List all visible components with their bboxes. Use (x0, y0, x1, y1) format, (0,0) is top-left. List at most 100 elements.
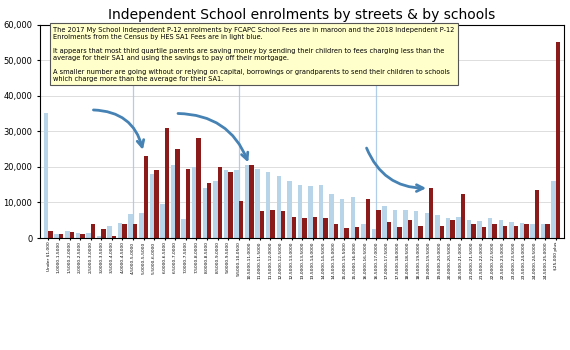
Bar (76, 233, 80, 238)
Bar (228, 172, 233, 238)
Text: The 2017 My School Independent P-12 enrolments by FCAPC School Fees are in maroo: The 2017 My School Independent P-12 enro… (53, 27, 454, 82)
Bar (101, 229, 105, 238)
Bar (234, 170, 239, 238)
Title: Independent School enrolments by streets & by schools: Independent School enrolments by streets… (108, 8, 496, 22)
Bar (239, 201, 243, 238)
Bar (80, 234, 84, 238)
Bar (260, 211, 264, 238)
Bar (478, 221, 482, 238)
Bar (160, 204, 165, 238)
Bar (245, 165, 249, 238)
Bar (319, 185, 323, 238)
Bar (249, 165, 254, 238)
Bar (112, 236, 116, 238)
Bar (351, 197, 355, 238)
Bar (298, 185, 302, 238)
Bar (520, 223, 524, 238)
Bar (86, 233, 91, 238)
Bar (70, 232, 74, 238)
Bar (171, 165, 175, 238)
Bar (197, 138, 201, 238)
Bar (361, 224, 365, 238)
Bar (302, 218, 307, 238)
Bar (545, 224, 549, 238)
Bar (503, 225, 507, 238)
Bar (429, 188, 433, 238)
Bar (175, 149, 180, 238)
Bar (365, 199, 370, 238)
Bar (192, 167, 197, 238)
Bar (408, 220, 412, 238)
Bar (471, 224, 476, 238)
Bar (270, 210, 275, 238)
Bar (281, 211, 286, 238)
Bar (355, 228, 360, 238)
Bar (59, 234, 63, 238)
Bar (107, 225, 112, 238)
Bar (467, 220, 471, 238)
Bar (48, 231, 53, 238)
Bar (128, 214, 133, 238)
Bar (418, 225, 423, 238)
Bar (382, 206, 386, 238)
Bar (541, 224, 545, 238)
Bar (446, 218, 450, 238)
Bar (524, 224, 528, 238)
Bar (492, 224, 497, 238)
Bar (207, 183, 211, 238)
Bar (461, 194, 465, 238)
Bar (181, 219, 186, 238)
Bar (65, 231, 70, 238)
Bar (386, 222, 391, 238)
Bar (313, 217, 317, 238)
Bar (144, 156, 148, 238)
Bar (344, 228, 349, 238)
Bar (266, 172, 270, 238)
Bar (139, 213, 144, 238)
Bar (323, 218, 328, 238)
Bar (276, 176, 281, 238)
Bar (329, 194, 334, 238)
Bar (435, 215, 439, 238)
Bar (334, 224, 338, 238)
Bar (530, 224, 535, 238)
Bar (165, 128, 169, 238)
Bar (482, 226, 486, 238)
Bar (488, 218, 492, 238)
Bar (499, 220, 503, 238)
Bar (450, 220, 454, 238)
Bar (397, 228, 402, 238)
Bar (55, 234, 59, 238)
Bar (213, 181, 218, 238)
Bar (97, 236, 101, 238)
Bar (218, 167, 222, 238)
Bar (551, 181, 556, 238)
Bar (393, 210, 397, 238)
Bar (91, 224, 95, 238)
Bar (223, 170, 228, 238)
Bar (287, 181, 291, 238)
Bar (535, 190, 539, 238)
Bar (340, 199, 344, 238)
Bar (44, 113, 48, 238)
Bar (556, 42, 560, 238)
Bar (308, 187, 313, 238)
Bar (123, 224, 127, 238)
Bar (186, 169, 190, 238)
Bar (514, 225, 518, 238)
Bar (414, 211, 418, 238)
Bar (456, 217, 461, 238)
Bar (404, 210, 408, 238)
Bar (154, 170, 158, 238)
Bar (133, 224, 137, 238)
Bar (376, 210, 381, 238)
Bar (425, 213, 429, 238)
Bar (372, 229, 376, 238)
Bar (255, 169, 260, 238)
Bar (118, 223, 123, 238)
Bar (439, 225, 444, 238)
Bar (509, 222, 514, 238)
Bar (202, 188, 207, 238)
Bar (291, 217, 296, 238)
Bar (150, 174, 154, 238)
